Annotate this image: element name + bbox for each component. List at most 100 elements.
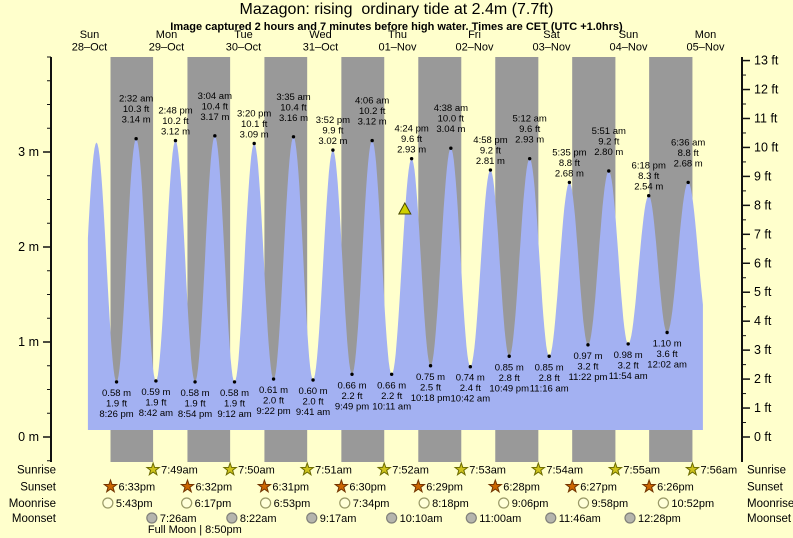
day-label: Mon 29–Oct — [149, 29, 184, 54]
sunrise-time: 7:49am — [161, 465, 198, 477]
high-tide-label: 3:35 am 10.4 ft 3.16 m — [276, 92, 310, 124]
low-tide-dot — [350, 372, 354, 376]
high-tide-dot — [331, 148, 335, 152]
high-tide-label: 3:20 pm 10.1 ft 3.09 m — [237, 108, 271, 140]
moonrise-icon — [657, 497, 669, 509]
moonset-icon — [146, 512, 158, 524]
high-tide-label: 3:52 pm 9.9 ft 3.02 m — [316, 115, 350, 147]
low-tide-label: 0.85 m 2.8 ft 11:16 am — [530, 362, 569, 394]
right-axis-label: 5 ft — [754, 285, 772, 299]
high-tide-dot — [252, 141, 256, 146]
day-label: Sun 04–Nov — [610, 29, 648, 54]
low-tide-label: 0.98 m 3.2 ft 11:54 am — [609, 350, 648, 382]
sunset-time: 6:31pm — [272, 482, 309, 494]
high-tide-label: 4:24 pm 9.6 ft 2.93 m — [394, 124, 428, 156]
high-tide-label: 6:36 am 8.8 ft 2.68 m — [671, 137, 705, 169]
high-tide-dot — [173, 138, 178, 143]
page-title: Mazagon: rising ordinary tide at 2.4m (7… — [239, 1, 554, 18]
sunrise-icon — [222, 461, 238, 477]
high-tide-dot — [409, 156, 414, 161]
low-tide-label: 0.66 m 2.2 ft 9:49 pm — [335, 380, 369, 412]
low-tide-label: 0.61 m 2.0 ft 9:22 pm — [256, 385, 290, 417]
moonrise-icon — [102, 497, 114, 509]
sunrise-time: 7:50am — [238, 465, 275, 477]
sunrise-icon — [684, 461, 701, 477]
sunset-time: 6:28pm — [503, 482, 540, 494]
sunset-time: 6:32pm — [195, 482, 232, 494]
sunset-icon — [487, 478, 503, 494]
low-tide-label: 0.97 m 3.2 ft 11:22 pm — [569, 351, 608, 383]
moonset-time: 9:17am — [320, 513, 357, 525]
right-axis-label: 6 ft — [754, 256, 772, 270]
high-tide-dot — [647, 194, 651, 198]
moonset-time: 11:46am — [559, 513, 601, 525]
sunset-icon — [179, 478, 196, 494]
sunrise-row-label-left: Sunrise — [17, 465, 56, 477]
low-tide-dot — [507, 354, 511, 358]
moonset-icon — [545, 512, 557, 524]
sunset-time: 6:29pm — [426, 482, 463, 494]
low-tide-dot — [389, 372, 394, 376]
sunset-time: 6:30pm — [349, 482, 386, 494]
moonset-time: 8:22am — [240, 513, 277, 525]
high-tide-dot — [134, 137, 138, 141]
low-tide-label: 0.66 m 2.2 ft 10:11 am — [372, 380, 411, 412]
high-tide-dot — [527, 156, 532, 161]
low-tide-label: 0.58 m 1.9 ft 9:12 am — [217, 388, 251, 420]
sunrise-row-label-right: Sunrise — [747, 465, 786, 477]
moonset-time: 12:28pm — [638, 513, 681, 525]
moonrise-time: 9:58pm — [591, 498, 628, 510]
moonrise-time: 8:18pm — [432, 498, 469, 510]
high-tide-dot — [686, 180, 690, 185]
high-tide-label: 2:32 am 10.3 ft 3.14 m — [119, 94, 153, 126]
high-tide-dot — [488, 168, 493, 172]
low-tide-dot — [193, 380, 197, 384]
high-tide-dot — [213, 134, 217, 138]
right-axis-label: 12 ft — [754, 83, 779, 97]
low-tide-dot — [154, 379, 158, 383]
sunset-icon — [410, 478, 426, 494]
moonrise-icon — [498, 497, 510, 509]
day-label: Sun 28–Oct — [72, 29, 107, 54]
low-tide-dot — [114, 380, 119, 384]
moonset-time: 11:00am — [479, 513, 521, 525]
low-tide-dot — [665, 330, 669, 335]
high-tide-dot — [370, 138, 374, 143]
sunset-icon — [102, 478, 119, 494]
day-label: Thu 01–Nov — [379, 29, 417, 54]
right-axis-label: 7 ft — [754, 227, 772, 241]
moonrise-time: 9:06pm — [512, 498, 549, 510]
moonrise-time: 7:34pm — [353, 498, 390, 510]
sunrise-icon — [607, 461, 624, 477]
right-axis-label: 8 ft — [754, 198, 772, 212]
low-tide-label: 0.75 m 2.5 ft 10:18 pm — [411, 372, 451, 404]
day-label: Mon 05–Nov — [687, 29, 725, 54]
sunrise-icon — [299, 461, 315, 477]
capture-note: Image captured 2 hours and 7 minutes bef… — [170, 21, 623, 33]
left-axis-label: 3 m — [18, 145, 39, 159]
moonset-icon — [465, 512, 477, 524]
moonset-time: 7:26am — [160, 513, 197, 525]
low-tide-dot — [586, 343, 590, 347]
day-label: Fri 02–Nov — [456, 29, 494, 54]
low-tide-dot — [271, 377, 276, 381]
high-tide-label: 3:04 am 10.4 ft 3.17 m — [198, 91, 232, 123]
day-label: Tue 30–Oct — [226, 29, 261, 54]
high-tide-dot — [607, 169, 611, 173]
moonset-icon — [386, 512, 398, 524]
low-tide-dot — [311, 378, 315, 382]
low-tide-label: 0.74 m 2.4 ft 10:42 am — [451, 373, 491, 405]
low-tide-label: 1.10 m 3.6 ft 12:02 am — [647, 339, 687, 371]
sunrise-icon — [145, 461, 161, 477]
moonrise-icon — [339, 497, 351, 509]
left-axis-label: 2 m — [18, 240, 39, 254]
moonrise-time: 5:43pm — [116, 498, 153, 510]
sunrise-time: 7:56am — [700, 465, 737, 477]
moonset-time: 10:10am — [400, 513, 443, 525]
right-axis-label: 1 ft — [754, 401, 772, 415]
moonrise-icon — [181, 497, 193, 509]
day-label: Sat 03–Nov — [533, 29, 571, 54]
high-tide-label: 6:18 pm 8.3 ft 2.54 m — [632, 161, 666, 193]
